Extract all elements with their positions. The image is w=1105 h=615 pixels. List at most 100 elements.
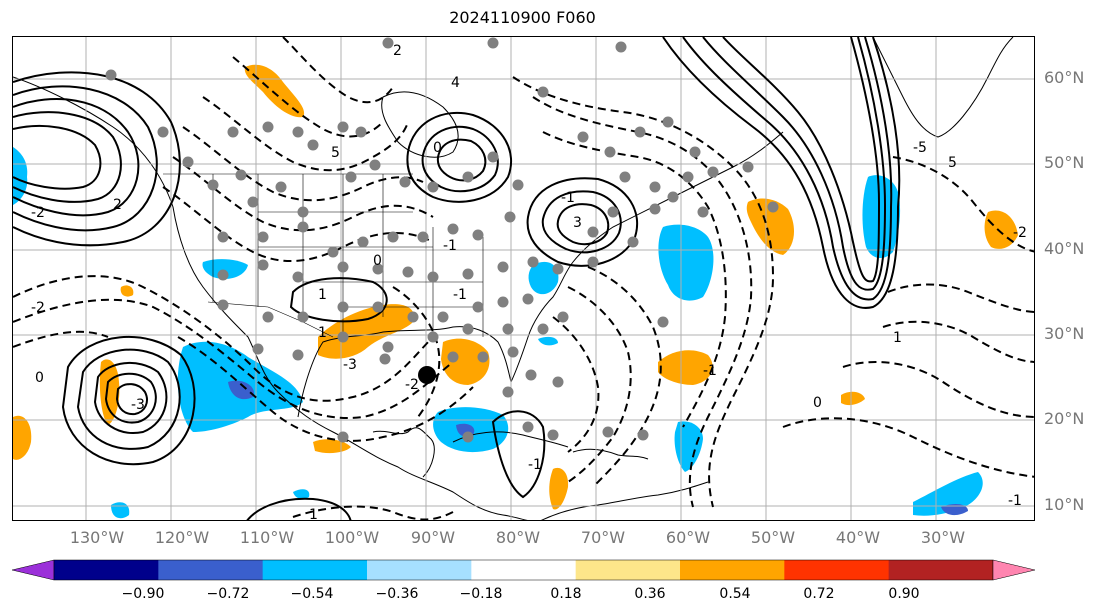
- colorbar-cell: [680, 560, 785, 580]
- contour-labels: 4 5 0 -1 3 -2 2 1 -3 1 0 -1 -1 -2 -3 0 1…: [31, 43, 1027, 520]
- pos-patch-atlantic-small: [841, 391, 865, 406]
- graticule: [13, 37, 1034, 520]
- contour-label: 0: [373, 253, 382, 269]
- dash-contour-19: [842, 361, 1034, 418]
- dash-contour-10: [512, 76, 775, 508]
- pos-patch-mexico: [318, 304, 414, 359]
- coast-yucatan: [372, 427, 435, 478]
- station-dot: [355, 126, 367, 138]
- lat-label-30: 30°N: [1044, 324, 1085, 343]
- neg-patch-atlantic-south: [913, 472, 983, 516]
- station-dot: [502, 386, 514, 398]
- dash-contour-2: [13, 298, 454, 419]
- station-dot: [217, 299, 229, 311]
- contour-low-pacific-5: [61, 335, 196, 466]
- station-dot: [217, 231, 229, 243]
- pos-patch-atlantic-mid: [658, 350, 713, 385]
- station-dot: [525, 369, 537, 381]
- contour-ne-low-2: [541, 190, 622, 254]
- colorbar-label-m036: −0.36: [375, 586, 419, 602]
- station-dot: [767, 201, 779, 213]
- lon-label-130w: 130°W: [69, 528, 125, 547]
- pos-patch-atlantic-n: [746, 198, 795, 255]
- station-dot: [472, 301, 484, 313]
- station-dot: [297, 221, 309, 233]
- station-dot: [552, 263, 564, 275]
- station-dot: [417, 231, 429, 243]
- station-dot: [447, 223, 459, 235]
- dash-contour-14: [567, 286, 632, 483]
- colorbar-cell: [471, 560, 577, 580]
- contour-texas-low: [289, 277, 388, 323]
- colorbar-extend-high: [992, 559, 1035, 581]
- station-dot: [235, 169, 247, 181]
- station-dot: [327, 246, 339, 258]
- state-borders: [163, 173, 484, 338]
- station-dot: [252, 343, 264, 355]
- contour-label: -1: [703, 363, 717, 379]
- dash-contour-18: [882, 320, 1034, 363]
- station-dot: [634, 126, 646, 138]
- station-dot: [105, 69, 117, 81]
- station-dot: [337, 261, 349, 273]
- contour-low-pacific-3: [115, 383, 148, 416]
- contour-pacific-high-3: [13, 124, 102, 190]
- station-dot: [615, 41, 627, 53]
- station-dot: [437, 311, 449, 323]
- lat-label-50: 50°N: [1044, 153, 1085, 172]
- station-dot: [247, 196, 259, 208]
- coast-greenland: [872, 37, 1014, 138]
- station-dot: [619, 171, 631, 183]
- station-dot: [357, 236, 369, 248]
- dash-contour-21: [292, 505, 454, 520]
- lat-label-10: 10°N: [1044, 495, 1085, 514]
- station-dot: [602, 426, 614, 438]
- lon-label-50w: 50°W: [750, 528, 796, 547]
- lon-label-120w: 120°W: [154, 528, 210, 547]
- lon-label-70w: 70°W: [580, 528, 626, 547]
- station-dot: [292, 271, 304, 283]
- colorbar-cell: [158, 560, 264, 580]
- contour-hudson-low-2: [421, 125, 499, 193]
- contour-label: 4: [451, 75, 460, 91]
- contour-label: -1: [1008, 493, 1022, 509]
- station-dot: [512, 179, 524, 191]
- colorbar-label-p054: 0.54: [719, 586, 751, 602]
- lat-label-60: 60°N: [1044, 68, 1085, 87]
- neg-patch-gulf-small: [538, 336, 558, 346]
- station-dot: [297, 311, 309, 323]
- contour-label: -3: [131, 397, 145, 413]
- lon-label-60w: 60°W: [665, 528, 711, 547]
- dash-contour-4: [162, 186, 434, 263]
- station-dot: [504, 211, 516, 223]
- contour-hudson-low-1: [406, 111, 513, 203]
- contour-label: -2: [1013, 225, 1027, 241]
- colorbar-cells: [53, 559, 994, 581]
- station-dot: [337, 301, 349, 313]
- colorbar-label-m090: −0.90: [121, 586, 165, 602]
- station-dot: [399, 176, 411, 188]
- station-dot: [697, 206, 709, 218]
- contour-pacific-high-1: [13, 98, 140, 217]
- station-dot: [604, 146, 616, 158]
- contour-atlantic-trough-1: [662, 37, 901, 309]
- station-dot: [537, 323, 549, 335]
- coast-gulf: [297, 326, 512, 418]
- station-dot: [587, 226, 599, 238]
- station-dot: [182, 156, 194, 168]
- map-panel: 4 5 0 -1 3 -2 2 1 -3 1 0 -1 -1 -2 -3 0 1…: [12, 36, 1035, 521]
- pos-patch-pacific-edge: [13, 415, 32, 460]
- station-dot: [462, 171, 474, 183]
- station-dot: [507, 346, 519, 358]
- station-dot: [487, 151, 499, 163]
- coast-atlantic: [510, 131, 784, 383]
- pos-patch-caribbean: [549, 467, 569, 510]
- station-dot: [257, 231, 269, 243]
- colorbar-label-p072: 0.72: [803, 586, 835, 602]
- contour-label: 2: [113, 197, 122, 213]
- station-dot: [337, 431, 349, 443]
- station-dot: [372, 263, 384, 275]
- contour-low-pacific-1: [93, 361, 168, 434]
- contour-pacific-high-5: [13, 71, 181, 247]
- contour-label: -5: [913, 140, 927, 156]
